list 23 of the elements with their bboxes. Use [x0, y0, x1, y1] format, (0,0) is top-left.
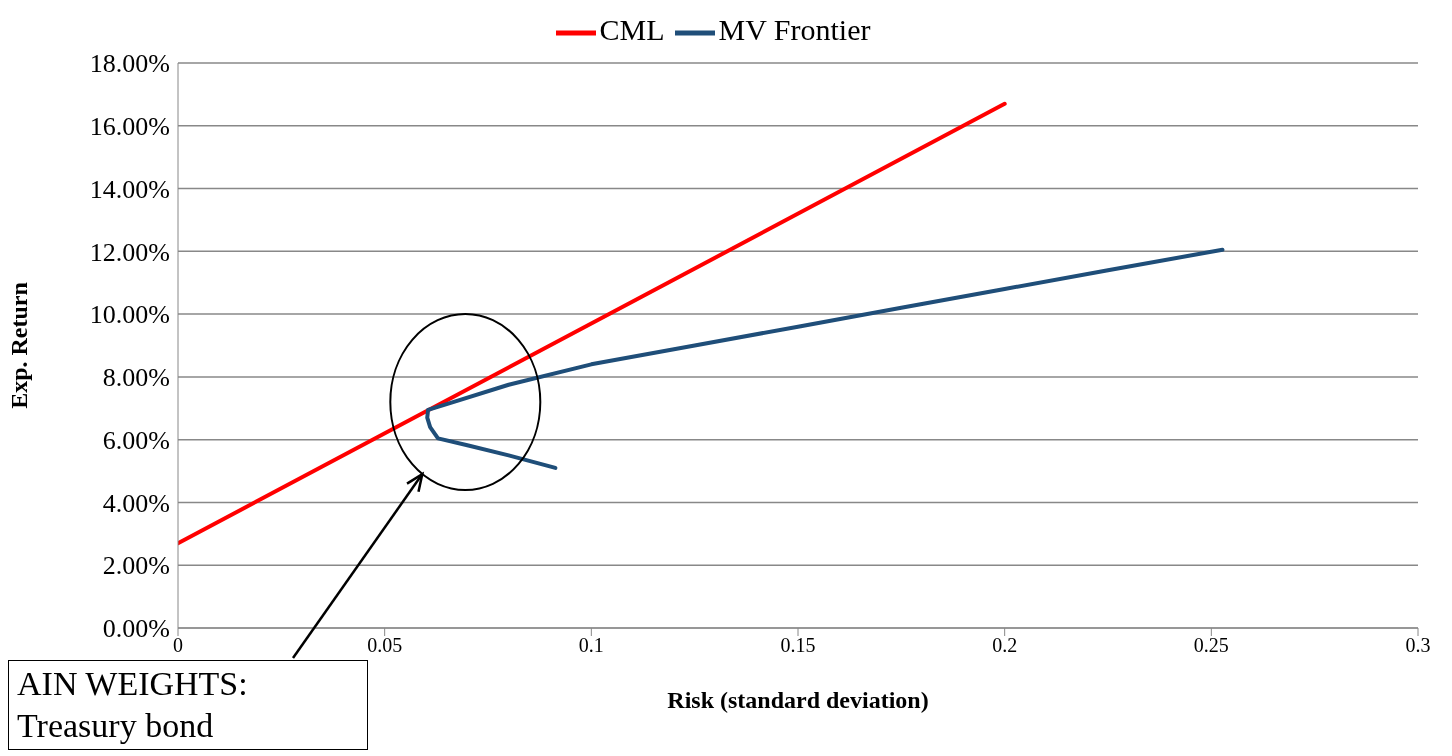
y-tick-label: 0.00%: [102, 614, 170, 644]
line-series: [425, 247, 1225, 470]
y-tick-label: 16.00%: [89, 112, 170, 142]
x-tick-label: 0.3: [1405, 634, 1431, 657]
x-tick-label: 0.25: [1193, 634, 1229, 657]
legend-label: MV Frontier: [718, 13, 871, 46]
legend-label: CML: [599, 13, 665, 46]
y-tick-label: 10.00%: [89, 300, 170, 330]
y-tick-label: 2.00%: [102, 551, 170, 581]
y-tick-label: 18.00%: [89, 49, 170, 79]
x-tick-label: 0.1: [578, 634, 604, 657]
x-tick-label: 0: [173, 634, 183, 657]
y-tick-label: 4.00%: [102, 488, 170, 518]
y-tick-label: 14.00%: [89, 174, 170, 204]
x-tick-label: 0.05: [367, 634, 403, 657]
x-axis-title: Risk (standard deviation): [667, 687, 929, 713]
y-tick-label: 6.00%: [102, 425, 170, 455]
y-axis-title: Exp. Return: [5, 282, 32, 409]
text: AIN WEIGHTS: Treasury bond: [8, 660, 368, 750]
x-tick-label: 0.15: [780, 634, 816, 657]
x-tick-label: 0.2: [992, 634, 1018, 657]
y-tick-label: 8.00%: [102, 363, 170, 393]
y-tick-label: 12.00%: [89, 237, 170, 267]
